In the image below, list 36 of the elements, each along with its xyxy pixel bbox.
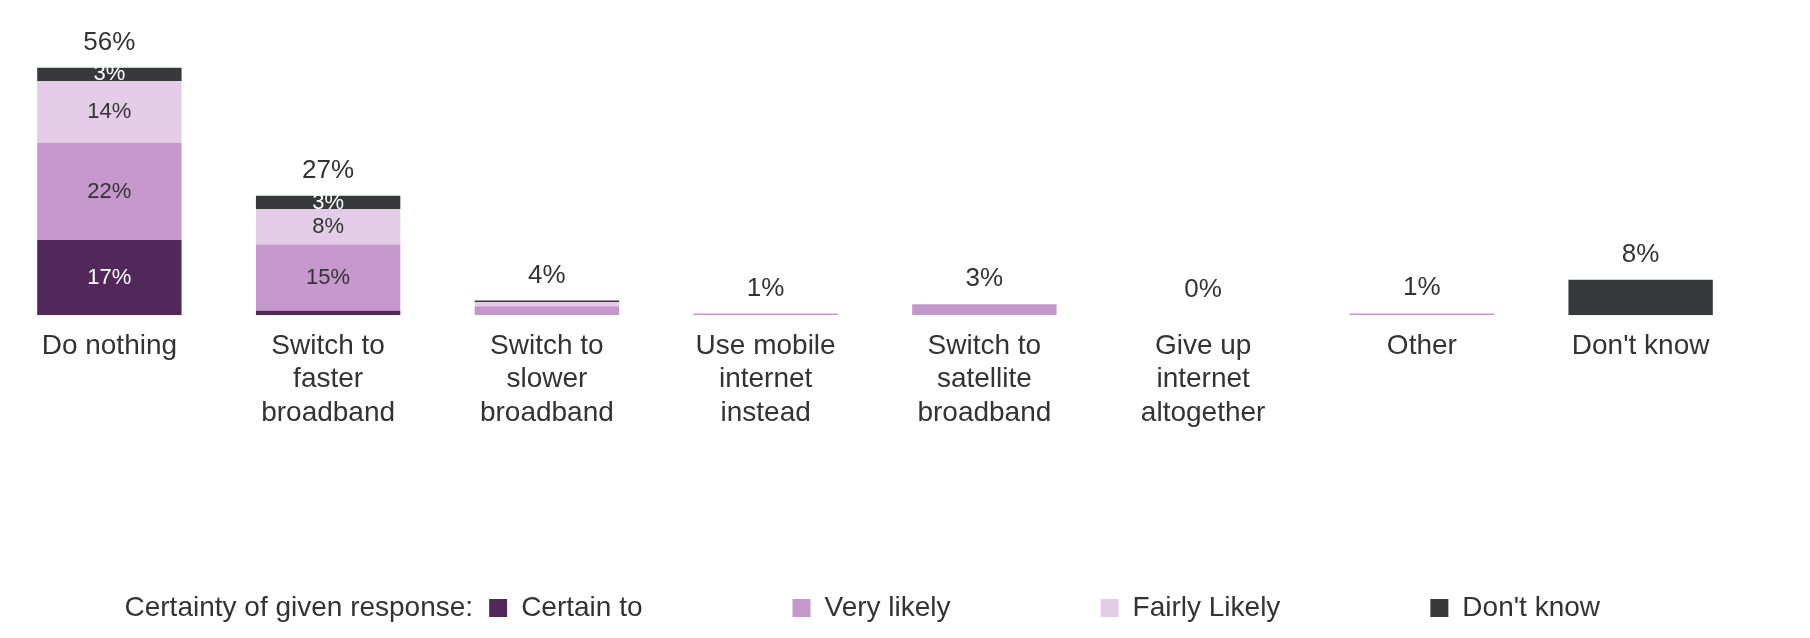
total-label: 3% (965, 262, 1004, 293)
total-label: 4% (528, 258, 566, 289)
legend-label: Certain to (521, 590, 643, 622)
x-tick-label: Other (1386, 328, 1457, 360)
bar (255, 310, 401, 316)
total-label: 8% (1621, 238, 1660, 269)
data-label: 8% (312, 212, 345, 238)
bar (912, 304, 1057, 316)
x-tick-label: Switch to satellite broadband (917, 328, 1052, 427)
x-tick-label: Don't know (1571, 328, 1711, 360)
total-label: 27% (302, 154, 355, 185)
total-label: 56% (83, 25, 136, 56)
bar (255, 244, 401, 311)
bar (255, 209, 401, 245)
bar (37, 80, 182, 143)
data-label: 15% (306, 263, 351, 289)
legend-label: Don't know (1462, 590, 1601, 622)
legend-label: Very likely (824, 590, 951, 622)
data-label: 14% (87, 97, 132, 123)
bar (1568, 279, 1713, 316)
total-label: 1% (746, 271, 785, 302)
x-tick-label: Do nothing (41, 328, 178, 360)
total-label: 1% (1403, 271, 1441, 302)
data-label: 22% (87, 177, 132, 203)
x-tick-label: Give up internet altogether (1140, 328, 1266, 427)
bar (474, 306, 620, 316)
x-tick-label: Switch to slower broadband (479, 328, 614, 427)
legend-label: Fairly Likely (1132, 590, 1281, 622)
text: 0% (1184, 273, 1222, 304)
x-tick-label: Use mobile internet instead (695, 328, 836, 427)
x-tick-label: Switch to faster broadband (261, 328, 396, 427)
bar (37, 142, 182, 241)
bar (37, 240, 182, 316)
legend-title: Certainty of given response: (124, 590, 474, 622)
bar (474, 301, 620, 307)
data-label: 17% (87, 263, 132, 289)
